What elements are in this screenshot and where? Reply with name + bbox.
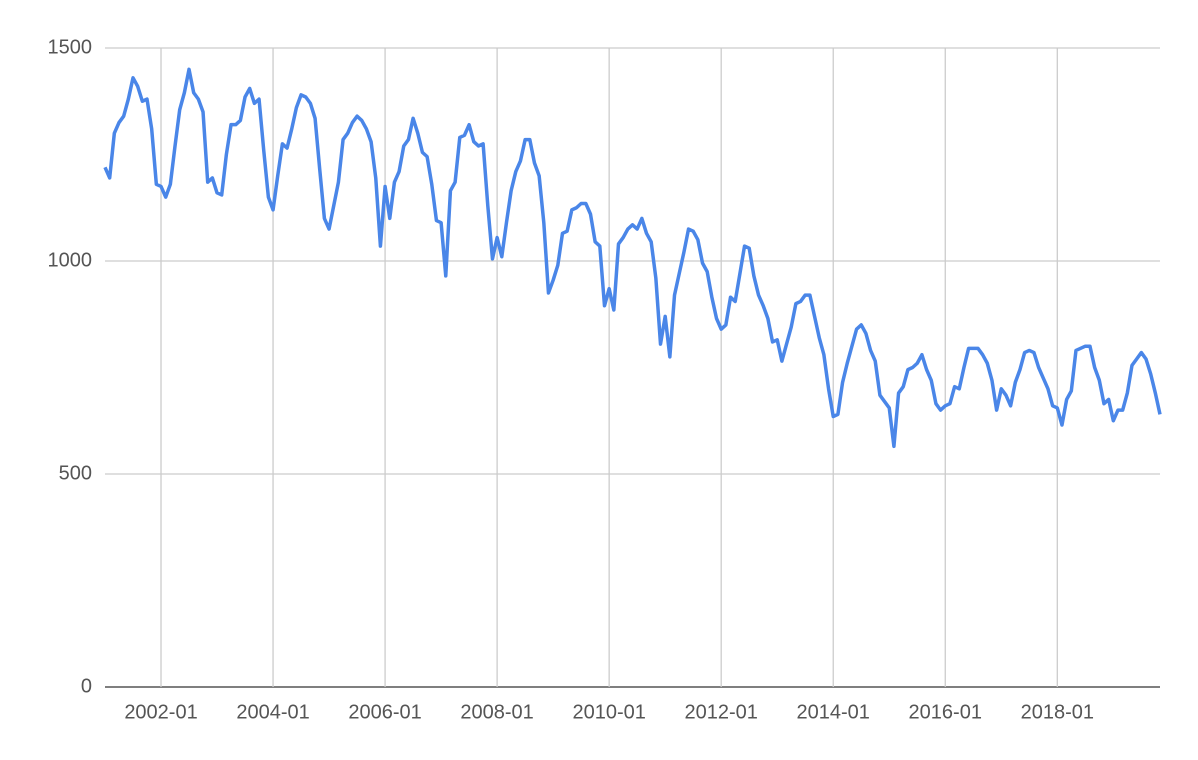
x-tick-label: 2008-01	[460, 701, 533, 723]
y-tick-label: 1000	[48, 249, 93, 271]
y-tick-label: 1500	[48, 36, 93, 58]
x-tick-label: 2002-01	[124, 701, 197, 723]
x-tick-label: 2004-01	[236, 701, 309, 723]
data-line	[103, 67, 1162, 449]
y-tick-label: 500	[59, 462, 92, 484]
x-tick-label: 2016-01	[909, 701, 982, 723]
x-tick-label: 2018-01	[1021, 701, 1094, 723]
x-tick-label: 2010-01	[572, 701, 645, 723]
y-tick-label: 0	[81, 675, 92, 697]
x-tick-label: 2014-01	[797, 701, 870, 723]
x-tick-label: 2006-01	[348, 701, 421, 723]
x-tick-label: 2012-01	[684, 701, 757, 723]
